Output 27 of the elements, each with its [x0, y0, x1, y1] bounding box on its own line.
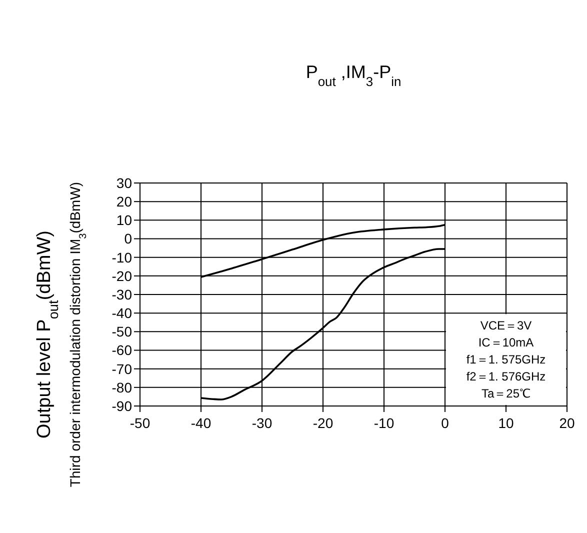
y-tick-label: -30	[112, 286, 132, 302]
y-tick-label: -20	[112, 268, 132, 284]
y-tick-label: 30	[116, 174, 132, 191]
annotation: VCE＝3V	[480, 318, 532, 333]
y-tick-label: -10	[112, 249, 132, 266]
y-tick-label: -50	[112, 324, 132, 340]
x-tick-label: -50	[130, 414, 150, 431]
annotation: Ta＝25℃	[481, 386, 531, 401]
x-tick-label: 0	[441, 414, 450, 431]
y-tick-label: -70	[112, 360, 132, 377]
x-tick-label: -40	[190, 414, 212, 431]
x-tick-label: -30	[252, 414, 272, 431]
annotation: IC＝10mA	[478, 336, 534, 350]
y-tick-label: 20	[116, 194, 132, 210]
y-tick-label: -40	[112, 305, 132, 322]
y-tick-label: -80	[112, 379, 132, 396]
y-tick-label: 10	[116, 212, 132, 228]
x-tick-label: -20	[312, 414, 334, 431]
x-tick-label: -10	[374, 414, 394, 431]
x-tick-label: 20	[559, 414, 575, 431]
chart-title: P$_{out}$ ,IM$_{3}$-P$_{in}$	[306, 62, 402, 88]
y-tick-label: 0	[124, 230, 132, 247]
annotation: f1＝1. 575GHz	[466, 352, 546, 367]
y-tick-label: -60	[112, 342, 132, 358]
y-tick-label: -90	[112, 398, 132, 414]
annotation: f2＝1. 576GHz	[466, 370, 546, 384]
x-tick-label: 10	[498, 414, 514, 431]
